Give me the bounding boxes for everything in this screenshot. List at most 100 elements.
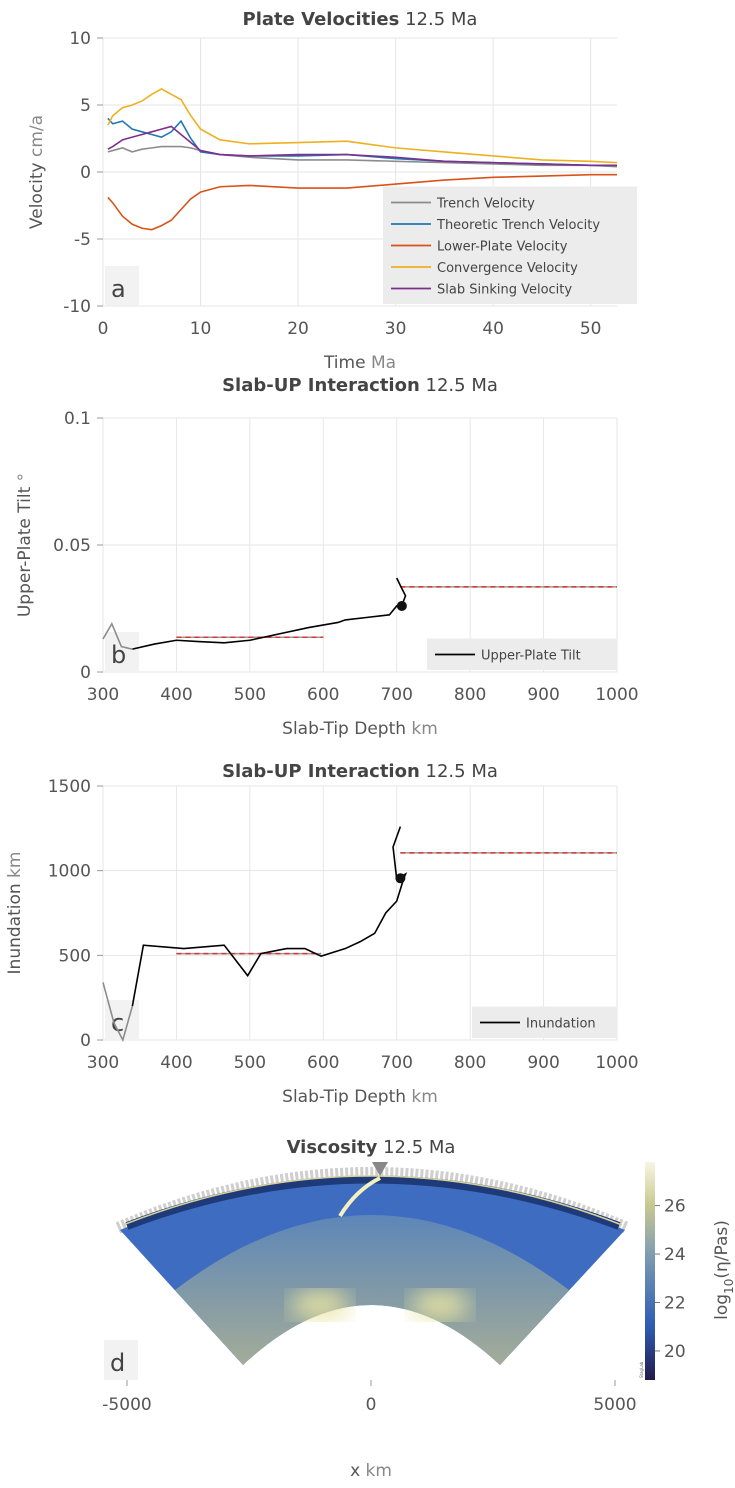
series-line (107, 88, 618, 164)
y-axis-label-main: Velocity (27, 162, 47, 229)
x-tick-label: 5000 (593, 1395, 636, 1415)
colorbar-label-base: log (712, 1294, 732, 1320)
series-line (131, 826, 408, 1007)
chart-title-main: Plate Velocities (243, 9, 400, 30)
y-axis-label: Inundation km (5, 852, 25, 975)
colorbar-label-rest: (η/Pas) (712, 1220, 732, 1279)
colorbar-tick-label: 22 (664, 1293, 686, 1313)
x-axis-label: x km (350, 1461, 392, 1481)
legend-label: Convergence Velocity (437, 261, 578, 276)
legend-label: Theoretic Trench Velocity (436, 218, 600, 233)
x-axis-label: Slab-Tip Depth km (282, 1087, 438, 1107)
viscosity-section (115, 1162, 655, 1380)
panel-label: b (111, 641, 126, 669)
x-tick-label: 700 (380, 1053, 412, 1073)
series-line (102, 621, 133, 650)
x-axis-label-unit: Ma (371, 353, 396, 373)
x-tick-label: 800 (454, 1053, 486, 1073)
x-tick-label: 40 (482, 319, 504, 339)
hot-spot (410, 1291, 470, 1319)
y-axis-label-unit: ° (15, 473, 35, 482)
x-tick-label: 800 (454, 685, 486, 705)
x-tick-label: 30 (385, 319, 407, 339)
x-axis-label-main: x (350, 1461, 360, 1481)
series-line (107, 125, 617, 167)
watermark: StagLab (639, 1361, 644, 1378)
chart-title-unit: 12.5 Ma (405, 9, 477, 30)
y-axis-label-main: Inundation (5, 883, 25, 974)
lithosphere (125, 1175, 621, 1230)
panel-label-box (105, 1000, 139, 1040)
y-tick-label: 1500 (48, 777, 91, 797)
legend-label: Inundation (526, 1017, 596, 1032)
colorbar (645, 1162, 655, 1380)
chart-title-unit: 12.5 Ma (426, 375, 498, 396)
x-axis-label-main: Slab-Tip Depth (282, 1087, 406, 1107)
x-axis-label-main: Time (323, 353, 366, 373)
marker (395, 873, 406, 884)
chart-title-unit: 12.5 Ma (426, 761, 498, 782)
panel-label: d (110, 1349, 125, 1377)
colorbar-tick-label: 24 (664, 1245, 686, 1265)
y-tick-label: -5 (74, 230, 91, 250)
series-line (102, 982, 134, 1043)
chart-title-main: Slab-UP Interaction (222, 375, 420, 396)
x-tick-label: 900 (527, 1053, 559, 1073)
y-axis-label: Upper-Plate Tilt ° (15, 473, 35, 617)
panel-label: c (111, 1009, 124, 1037)
x-tick-label: 0 (98, 319, 109, 339)
x-axis-label: Time Ma (323, 353, 396, 373)
y-tick-label: 0 (80, 663, 91, 683)
y-tick-label: -10 (63, 297, 91, 317)
x-tick-label: 300 (87, 1053, 119, 1073)
colorbar-label-sub: 10 (722, 1279, 735, 1294)
chart-title: Viscosity 12.5 Ma (287, 1137, 456, 1158)
x-tick-label: 20 (287, 319, 309, 339)
colorbar-tick-label: 20 (664, 1342, 686, 1362)
y-axis-label-main: Upper-Plate Tilt (15, 486, 35, 617)
panel-label-box (105, 266, 139, 306)
y-tick-label: 0.05 (53, 536, 91, 556)
y-axis-label-unit: cm/a (27, 115, 47, 157)
colorbar-tick-label: 26 (664, 1197, 686, 1217)
x-axis-label-main: Slab-Tip Depth (282, 719, 406, 739)
marker (396, 600, 407, 611)
chart-title: Plate Velocities 12.5 Ma (243, 9, 478, 30)
chart-title: Slab-UP Interaction 12.5 Ma (222, 761, 498, 782)
x-tick-label: 600 (307, 1053, 339, 1073)
colorbar-label: log10(η/Pas) (712, 1220, 735, 1320)
y-tick-label: 0 (80, 163, 91, 183)
legend-label: Trench Velocity (436, 197, 535, 212)
y-axis-label: Velocity cm/a (27, 115, 47, 229)
x-tick-label: 0 (366, 1395, 377, 1415)
panel-label-box (105, 632, 139, 672)
x-tick-label: 900 (527, 685, 559, 705)
x-axis-label: Slab-Tip Depth km (282, 719, 438, 739)
y-tick-label: 5 (80, 96, 91, 116)
chart-title-main: Slab-UP Interaction (222, 761, 420, 782)
x-tick-label: 50 (580, 319, 602, 339)
y-tick-label: 500 (59, 946, 91, 966)
x-axis-label-unit: km (411, 719, 437, 739)
trench-marker (372, 1162, 388, 1176)
series-line (107, 117, 617, 167)
x-tick-label: 1000 (595, 685, 638, 705)
series-line (107, 173, 617, 231)
y-tick-label: 0 (80, 1031, 91, 1051)
legend-label: Slab Sinking Velocity (437, 283, 572, 298)
x-tick-label: 500 (234, 685, 266, 705)
legend-label: Upper-Plate Tilt (481, 649, 581, 664)
lower-mantle (175, 1215, 569, 1365)
chart-title-main: Viscosity (287, 1137, 378, 1158)
x-tick-label: 1000 (595, 1053, 638, 1073)
y-tick-label: 10 (69, 29, 91, 49)
legend-label: Lower-Plate Velocity (437, 240, 568, 255)
chart-title: Slab-UP Interaction 12.5 Ma (222, 375, 498, 396)
x-tick-label: 300 (87, 685, 119, 705)
x-tick-label: 400 (160, 1053, 192, 1073)
x-tick-label: 10 (190, 319, 212, 339)
x-axis-label-unit: km (366, 1461, 392, 1481)
y-tick-label: 0.1 (64, 409, 91, 429)
x-tick-label: 700 (380, 685, 412, 705)
